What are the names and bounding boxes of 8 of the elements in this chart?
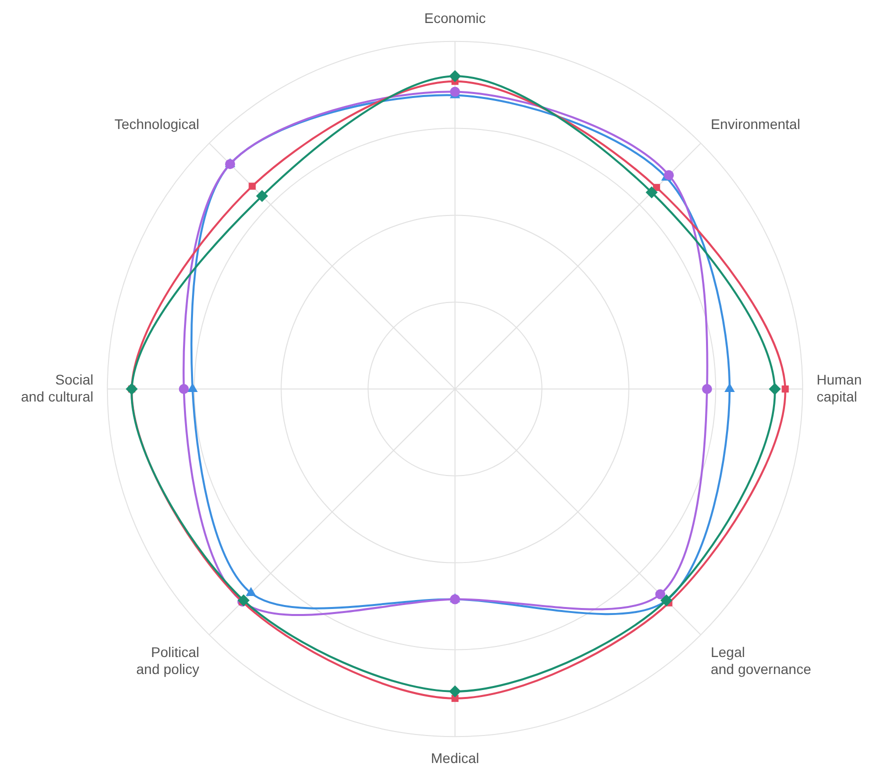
spoke-label: Environmental xyxy=(710,116,800,132)
spoke-label: Technological xyxy=(114,116,200,132)
spoke-label: Political and policy xyxy=(136,644,200,677)
spoke-label: Social and cultural xyxy=(20,371,94,404)
spoke-label: Human capital xyxy=(816,371,862,404)
spoke-label: Economic xyxy=(424,10,486,26)
spoke-label: Medical xyxy=(430,750,480,766)
spoke-label: Legal and governance xyxy=(710,644,812,677)
